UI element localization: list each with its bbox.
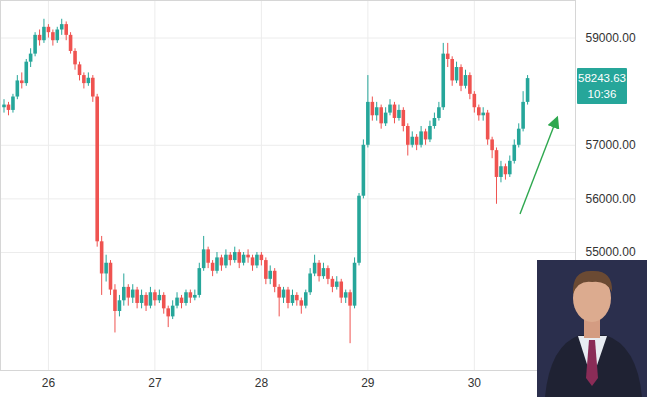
svg-text:59000.00: 59000.00 [586,31,636,45]
svg-text:28: 28 [255,376,269,390]
svg-text:55000.00: 55000.00 [586,245,636,259]
svg-text:10:36: 10:36 [588,88,617,100]
svg-text:56000.00: 56000.00 [586,192,636,206]
svg-text:27: 27 [148,376,162,390]
svg-text:30: 30 [468,376,482,390]
svg-text:26: 26 [42,376,56,390]
svg-text:57000.00: 57000.00 [586,138,636,152]
svg-text:58243.63: 58243.63 [578,72,626,84]
svg-text:29: 29 [361,376,375,390]
